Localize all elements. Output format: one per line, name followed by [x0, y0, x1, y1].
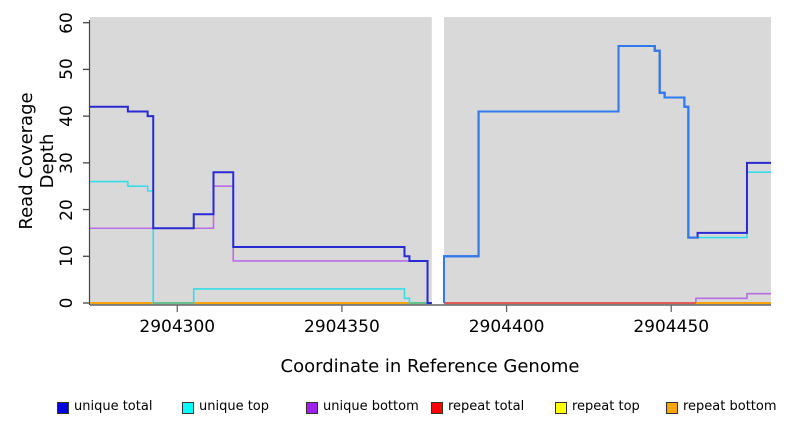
legend-label: repeat bottom [683, 399, 777, 414]
y-tick-label: 30 [57, 152, 77, 174]
legend-swatch-icon [555, 402, 567, 414]
y-tick-label: 60 [57, 11, 77, 34]
y-tick-label: 40 [57, 105, 77, 127]
plot-panel-left [90, 17, 432, 305]
legend-swatch-icon [431, 402, 443, 414]
y-axis-title: Read Coverage Depth [16, 92, 58, 230]
plot-panel-right [444, 17, 771, 305]
legend-swatch-icon [182, 402, 194, 414]
unique-total-top-coincident-line [443, 45, 698, 303]
legend-swatch-icon [57, 402, 69, 414]
x-tick-label: 2904350 [304, 317, 380, 337]
legend: unique total unique top unique bottom repea… [0, 396, 792, 420]
y-tick-label: 20 [57, 198, 77, 221]
legend-swatch-icon [306, 402, 318, 414]
legend-label: unique bottom [323, 399, 419, 414]
legend-label: repeat total [448, 399, 525, 414]
x-tick-label: 2904400 [468, 317, 545, 337]
x-axis-title: Coordinate in Reference Genome [280, 356, 580, 377]
y-tick-label: 10 [57, 245, 77, 268]
legend-swatch-icon [666, 402, 678, 414]
x-tick-label: 2904300 [139, 317, 216, 337]
y-tick-label: 0 [57, 297, 77, 309]
x-tick-label: 2904450 [633, 317, 710, 337]
legend-label: unique top [199, 399, 270, 414]
legend-label: unique total [74, 399, 153, 414]
y-tick-label: 50 [57, 58, 77, 81]
legend-label: repeat top [572, 399, 640, 414]
